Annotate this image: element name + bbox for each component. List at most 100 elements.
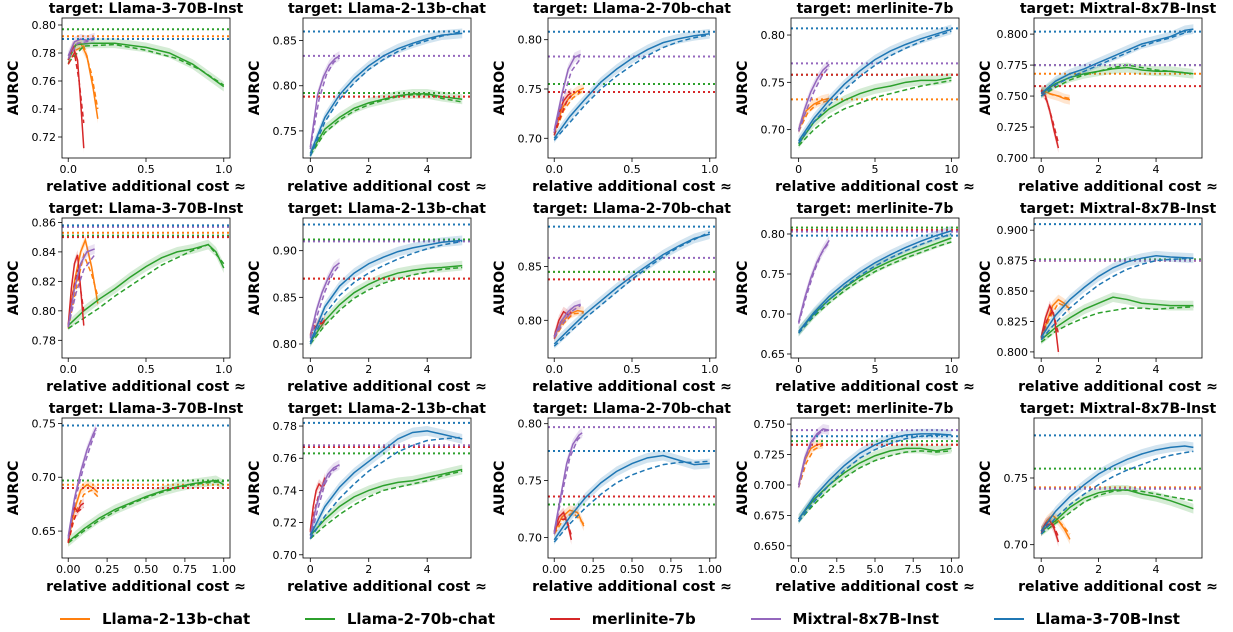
x-tick-label: 2 [365, 163, 372, 176]
y-tick-label: 0.78 [32, 334, 57, 347]
series-line-dashed [1040, 90, 1071, 100]
y-axis-label: AUROC [978, 461, 994, 516]
series-line [1040, 254, 1194, 338]
series-line [309, 464, 340, 536]
x-tick-label: 4 [424, 563, 431, 576]
y-tick-label: 0.775 [997, 59, 1029, 72]
series-line-dashed [309, 264, 341, 339]
series-line-dashed [798, 450, 952, 522]
y-tick-label: 0.72 [273, 517, 298, 530]
plot-area [791, 225, 959, 337]
series-line-dashed [553, 460, 710, 543]
confidence-band [310, 88, 463, 158]
x-tick-label: 4 [424, 363, 431, 376]
series-line [309, 93, 463, 154]
series-line [553, 303, 581, 337]
y-axis-label: AUROC [978, 261, 994, 316]
confidence-band [554, 505, 584, 537]
confidence-band [310, 464, 463, 541]
subplot: target: merlinite-7b AUROC relative additi… [735, 201, 975, 395]
series-line-dashed [798, 434, 952, 522]
series-line [797, 239, 830, 323]
x-tick-label: 7.5 [904, 563, 922, 576]
y-tick-label: 0.80 [32, 305, 57, 318]
subplot: target: merlinite-7b AUROC relative additi… [735, 401, 975, 595]
confidence-band [798, 424, 830, 490]
series-line [797, 428, 830, 486]
axes-frame [61, 217, 231, 359]
series-line-dashed [1040, 90, 1060, 144]
series-line-dashed [309, 465, 340, 539]
subplot-title: target: Mixtral-8x7B-Inst [1020, 401, 1217, 417]
y-tick-label: 0.78 [273, 420, 298, 433]
confidence-band [554, 450, 710, 545]
subplot: target: Llama-2-13b-chat AUROC relative ad… [247, 201, 487, 395]
x-tick-label: 0.5 [623, 363, 641, 376]
y-axis-label: AUROC [247, 461, 263, 516]
subplot-title: target: Llama-3-70B-Inst [49, 1, 244, 17]
series-line [67, 237, 99, 326]
subplot-title: target: Llama-3-70B-Inst [49, 401, 244, 417]
y-tick-label: 0.850 [997, 285, 1029, 298]
series-line [67, 36, 95, 57]
x-tick-label: 4 [1153, 363, 1160, 376]
y-tick-label: 0.75 [32, 417, 57, 430]
x-tick-label: 2 [1095, 363, 1102, 376]
y-axis-label: AUROC [492, 461, 508, 516]
x-tick-label: 2 [1095, 563, 1102, 576]
series-line-dashed [553, 89, 585, 136]
series-line-dashed [309, 57, 340, 150]
y-tick-label: 0.65 [32, 525, 57, 538]
x-tick-label: 10.0 [939, 563, 964, 576]
y-tick-label: 0.650 [754, 540, 786, 553]
series-line-dashed [797, 444, 824, 488]
series-line [67, 43, 85, 149]
y-axis-label: AUROC [492, 61, 508, 116]
y-tick-label: 0.875 [997, 255, 1029, 268]
y-axis-label: AUROC [6, 261, 22, 316]
x-tick-label: 4 [1153, 163, 1160, 176]
figure-grid: target: Llama-3-70B-Inst AUROC relative ad… [6, 1, 1218, 595]
subplot-title: target: Llama-3-70B-Inst [49, 201, 244, 217]
y-tick-label: 0.74 [273, 484, 298, 497]
confidence-band [68, 239, 224, 331]
subplot: target: Llama-3-70B-Inst AUROC relative ad… [6, 1, 246, 195]
subplot-title: target: merlinite-7b [797, 1, 954, 17]
y-tick-label: 0.85 [273, 291, 298, 304]
y-tick-label: 0.725 [754, 449, 786, 462]
series-line [797, 63, 830, 130]
y-tick-label: 0.82 [32, 275, 57, 288]
series-line-dashed [1040, 489, 1194, 535]
x-tick-label: 2.5 [828, 563, 846, 576]
subplot: target: Mixtral-8x7B-Inst AUROC relative a… [978, 401, 1218, 595]
series-line-dashed [67, 429, 97, 539]
axes-frame [302, 217, 472, 359]
x-axis-label: relative additional cost ≈ [287, 379, 487, 395]
confidence-band [1041, 24, 1194, 99]
subplot: target: Llama-2-70b-chat AUROC relative ad… [492, 1, 732, 195]
confidence-band [798, 428, 952, 524]
series-line-dashed [309, 436, 463, 540]
x-axis-label: relative additional cost ≈ [287, 579, 487, 595]
series-line [309, 262, 340, 337]
y-tick-label: 0.70 [518, 532, 543, 545]
subplot-title: target: Llama-2-13b-chat [288, 201, 486, 217]
y-axis-label: AUROC [247, 261, 263, 316]
y-axis-label: AUROC [6, 61, 22, 116]
y-tick-label: 0.78 [32, 47, 57, 60]
confidence-band [1041, 250, 1194, 343]
y-tick-label: 0.70 [273, 549, 298, 562]
y-tick-label: 0.70 [761, 124, 786, 137]
confidence-band [1041, 441, 1194, 537]
axes-frame [1033, 17, 1203, 159]
x-tick-label: 0 [307, 163, 314, 176]
series-line [67, 479, 225, 543]
plot-area [548, 28, 716, 144]
series-line-dashed [553, 304, 582, 338]
plot-area [62, 422, 230, 547]
y-tick-label: 0.75 [273, 125, 298, 138]
legend-swatch [304, 618, 335, 620]
x-axis-label: relative additional cost ≈ [532, 179, 732, 195]
x-tick-label: 0.0 [545, 363, 563, 376]
y-tick-label: 0.70 [518, 132, 543, 145]
